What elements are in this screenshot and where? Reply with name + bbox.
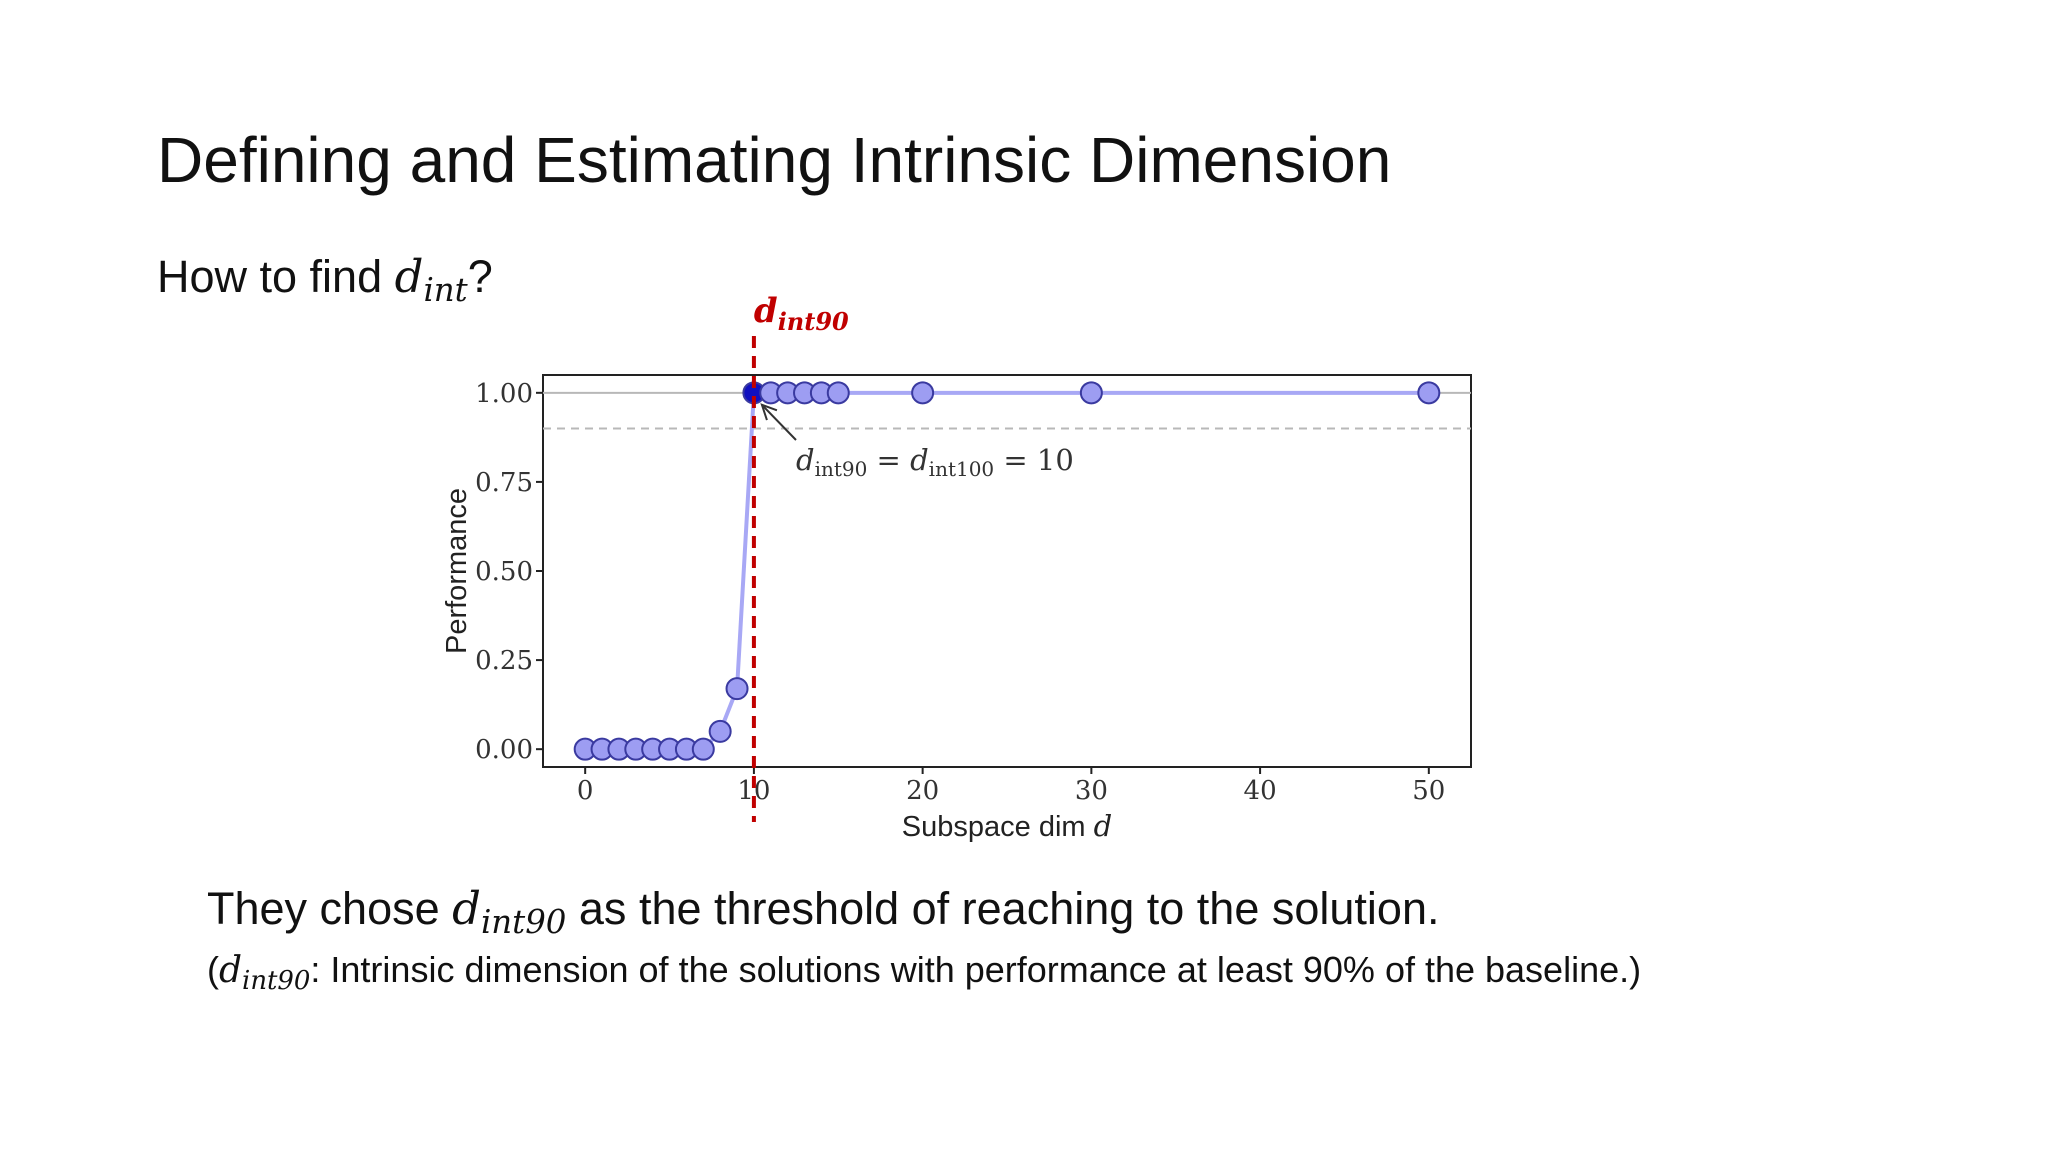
slide-title: Defining and Estimating Intrinsic Dimens… — [157, 124, 1392, 196]
annotation-var-2: d — [910, 443, 929, 477]
y-axis-title: Performance — [441, 488, 473, 654]
data-point — [826, 381, 850, 405]
conclusion-var: d — [452, 882, 481, 935]
conclusion-prefix: They chose — [207, 883, 453, 934]
y-tick-label: 0.00 — [475, 735, 533, 765]
y-tick-label: 0.75 — [475, 468, 533, 498]
conclusion-sub: int90 — [480, 903, 567, 942]
x-tick-label: 0 — [577, 776, 594, 806]
data-point — [708, 719, 732, 743]
data-point — [911, 381, 935, 405]
y-tick-label: 0.50 — [475, 557, 533, 587]
definition-line: (dint90: Intrinsic dimension of the solu… — [207, 949, 1642, 995]
question-suffix: ? — [467, 251, 493, 302]
threshold-marker-var: d — [754, 291, 778, 331]
conclusion-line: They chose dint90 as the threshold of re… — [207, 883, 1440, 938]
definition-math: dint90 — [219, 950, 310, 995]
conclusion-math: dint90 — [452, 882, 566, 938]
chart-root: 0 10 20 30 40 500.000.250.500.751.00Subspace … — [441, 291, 1472, 843]
definition-var: d — [219, 950, 243, 991]
annotation-sub-2: int100 — [929, 457, 995, 481]
x-tick-label: 30 — [1075, 776, 1108, 806]
annotation-arrow-shaft — [761, 404, 797, 441]
question-text: How to find dint? — [157, 251, 493, 306]
x-tick-label: 40 — [1244, 776, 1277, 806]
question-math: dint — [394, 250, 468, 306]
annotation-tail: = 10 — [994, 443, 1074, 477]
annotation-equals: = — [867, 443, 910, 477]
x-tick-label: 50 — [1412, 776, 1445, 806]
definition-sub: int90 — [242, 966, 311, 997]
annotation-arrow-head — [760, 403, 778, 421]
x-axis-title-var: d — [1094, 809, 1113, 843]
question-prefix: How to find — [157, 251, 395, 302]
threshold-marker-sub: int90 — [778, 307, 849, 336]
x-axis-title-text: Subspace dim — [902, 811, 1094, 843]
plot-frame — [542, 374, 1472, 768]
definition-open: ( — [207, 949, 219, 990]
data-point — [1079, 381, 1103, 405]
annotation-var-1: d — [796, 443, 815, 477]
question-sub: int — [423, 271, 468, 310]
annotation-text: dint90 = dint100 = 10 — [796, 443, 1074, 481]
y-tick-label: 0.25 — [475, 646, 533, 676]
annotation-sub-1: int90 — [815, 457, 868, 481]
y-tick-label: 1.00 — [475, 379, 533, 409]
x-axis-title: Subspace dim d — [902, 809, 1112, 843]
data-point — [691, 737, 715, 761]
conclusion-suffix: as the threshold of reaching to the solu… — [566, 883, 1440, 934]
data-point — [1417, 381, 1441, 405]
definition-suffix: : Intrinsic dimension of the solutions w… — [310, 949, 1642, 990]
threshold-marker-label: dint90 — [754, 291, 849, 336]
question-var: d — [394, 250, 424, 303]
x-tick-label: 20 — [906, 776, 939, 806]
data-point — [725, 677, 749, 701]
